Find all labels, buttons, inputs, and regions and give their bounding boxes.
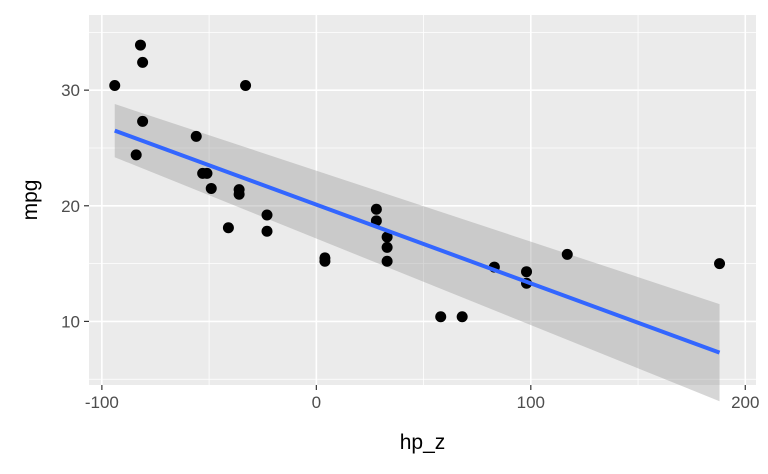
data-point xyxy=(233,188,245,200)
confidence-band-group xyxy=(114,104,720,402)
y-tick-label: 20 xyxy=(61,197,80,216)
data-point xyxy=(370,203,382,215)
data-point xyxy=(261,209,273,221)
data-point xyxy=(456,311,468,323)
y-tick-label: 30 xyxy=(61,81,80,100)
x-axis-ticks: -100 0 100 200 xyxy=(85,385,759,412)
data-point xyxy=(222,222,234,234)
y-axis-title: mpg xyxy=(19,180,42,221)
y-axis-ticks: 10 20 30 xyxy=(61,81,89,331)
data-point xyxy=(521,266,533,278)
data-point xyxy=(130,149,142,161)
data-point xyxy=(205,182,217,194)
data-point xyxy=(381,255,393,267)
x-tick-label: -100 xyxy=(85,393,119,412)
x-tick-label: 200 xyxy=(731,393,759,412)
y-tick-label: 10 xyxy=(61,312,80,331)
data-point xyxy=(137,56,149,68)
data-point xyxy=(134,39,146,51)
data-point xyxy=(561,248,573,260)
data-point xyxy=(190,130,202,142)
data-point xyxy=(435,311,447,323)
x-tick-label: 100 xyxy=(517,393,545,412)
x-axis-title: hp_z xyxy=(400,431,446,454)
major-grid xyxy=(89,15,756,385)
data-point xyxy=(137,115,149,127)
regression-line xyxy=(114,128,721,355)
data-point xyxy=(240,80,252,92)
confidence-band xyxy=(114,104,720,402)
data-point xyxy=(714,258,726,270)
x-tick-label: 0 xyxy=(312,393,321,412)
data-point xyxy=(381,241,393,253)
data-point xyxy=(261,225,273,237)
data-point xyxy=(201,167,213,179)
data-point xyxy=(319,255,331,267)
data-points xyxy=(109,39,726,323)
data-point xyxy=(381,231,393,243)
data-point xyxy=(109,80,121,92)
minor-grid xyxy=(89,15,756,385)
